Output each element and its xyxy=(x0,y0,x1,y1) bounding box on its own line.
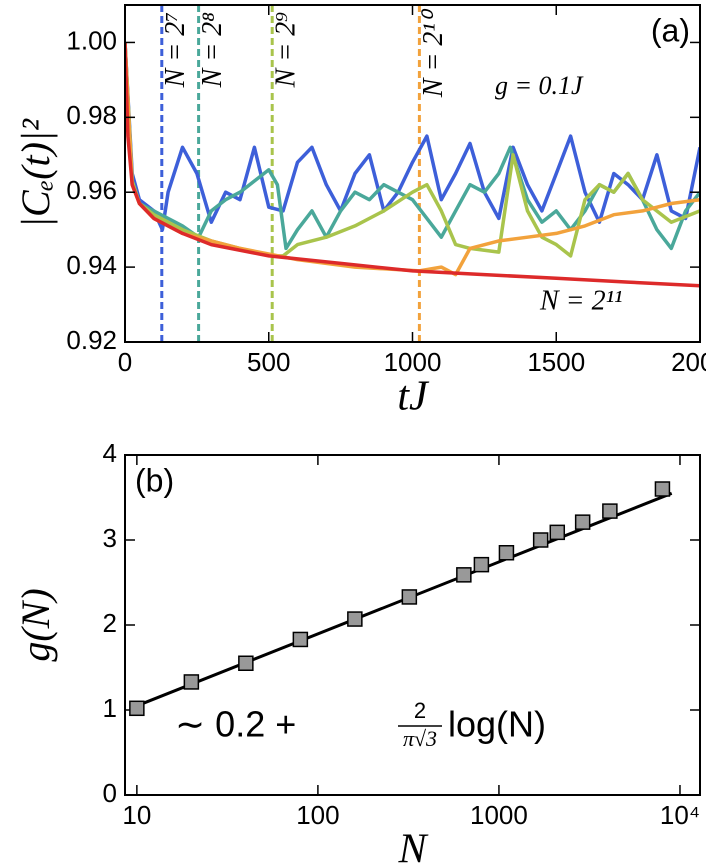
marker xyxy=(602,503,618,519)
marker xyxy=(532,532,549,548)
x-tick-label: 2000 xyxy=(671,347,706,377)
series-line xyxy=(125,42,700,288)
annotation: π√3 xyxy=(403,726,437,751)
marker xyxy=(238,655,254,671)
y-axis-label: g(N) xyxy=(13,588,58,661)
y-axis-label: |Cₑ(t)|² xyxy=(13,118,58,228)
y-tick-label: 0.92 xyxy=(66,325,117,355)
series-label: N = 2¹⁰ xyxy=(418,8,449,98)
marker xyxy=(292,631,309,648)
y-tick-label: 4 xyxy=(103,438,117,468)
marker xyxy=(498,545,515,561)
series-label: N = 2¹¹ xyxy=(539,285,622,316)
panel-label: (a) xyxy=(651,12,690,48)
y-tick-label: 2 xyxy=(103,608,117,638)
y-tick-label: 0.96 xyxy=(66,175,117,205)
annotation: g = 0.1J xyxy=(495,71,584,100)
marker xyxy=(401,589,418,605)
x-tick-label: 500 xyxy=(247,347,290,377)
marker xyxy=(347,611,363,627)
marker xyxy=(129,700,145,717)
y-tick-label: 1.00 xyxy=(66,25,117,55)
y-tick-label: 0.94 xyxy=(66,250,117,280)
marker xyxy=(549,524,566,541)
series-label: N = 2⁸ xyxy=(197,12,228,89)
x-tick-label: 1000 xyxy=(384,347,442,377)
annotation: log(N) xyxy=(448,704,546,745)
marker xyxy=(183,674,200,690)
annotation: ∼ 0.2 + xyxy=(175,704,296,745)
marker xyxy=(456,567,472,583)
x-axis-label: tJ xyxy=(397,374,430,420)
y-tick-label: 3 xyxy=(103,523,117,553)
x-tick-label: 0 xyxy=(118,347,132,377)
plot-area xyxy=(125,5,700,342)
x-tick-label: 10 xyxy=(122,800,151,830)
marker xyxy=(574,514,591,530)
marker xyxy=(473,556,490,573)
x-axis-label: N xyxy=(397,827,428,864)
x-tick-label: 100 xyxy=(296,800,339,830)
marker xyxy=(654,481,671,497)
frame xyxy=(124,4,701,343)
x-tick-label: 1000 xyxy=(470,800,528,830)
x-tick-label: 10⁴ xyxy=(660,800,700,830)
panel-label: (b) xyxy=(135,462,174,498)
y-tick-label: 1 xyxy=(103,693,117,723)
y-tick-label: 0 xyxy=(103,778,117,808)
series-label: N = 2⁹ xyxy=(271,12,302,89)
annotation: 2 xyxy=(414,698,426,723)
frame xyxy=(124,454,701,796)
y-tick-label: 0.98 xyxy=(66,100,117,130)
series-label: N = 2⁷ xyxy=(160,12,191,88)
x-tick-label: 1500 xyxy=(527,347,585,377)
